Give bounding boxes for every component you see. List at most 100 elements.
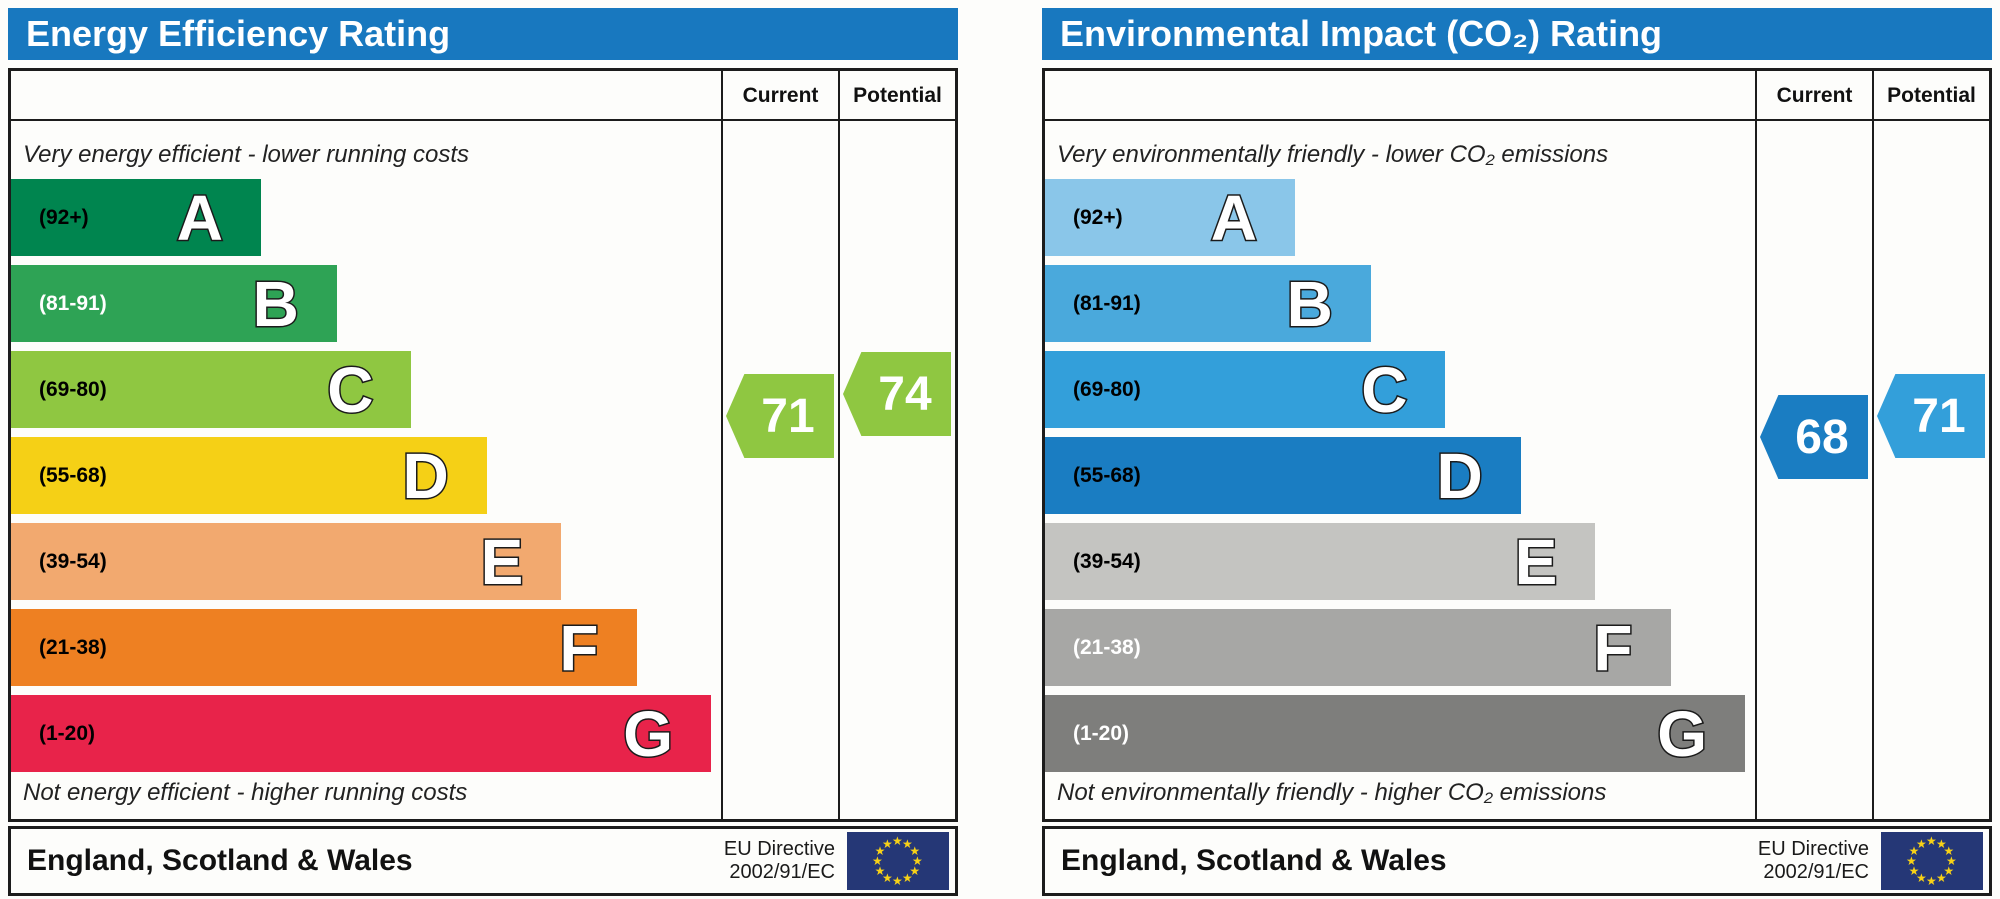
energy-efficiency-chart: Energy Efficiency Rating Current Potenti… xyxy=(8,0,958,899)
rating-bands: (92+) A (81-91) B (69-80) C (55-68) D (39-54) E (2… xyxy=(1045,179,1755,781)
eu-flag-star: ★ xyxy=(1926,874,1937,888)
band-grade-letter: A xyxy=(1209,181,1258,254)
potential-column-header: Potential xyxy=(1872,71,1989,119)
eu-flag-star: ★ xyxy=(1936,871,1947,886)
eu-flag-star: ★ xyxy=(1908,844,1920,858)
eu-flag-star: ★ xyxy=(882,871,893,886)
chart-footer: England, Scotland & Wales EU Directive 20… xyxy=(1042,826,1992,896)
rating-band-C: (69-80) C xyxy=(1045,351,1446,428)
potential-column-header: Potential xyxy=(838,71,955,119)
eu-flag-icon: ★ ★ ★ ★ ★ ★ ★ ★ ★ ★ ★ ★ xyxy=(1881,832,1983,890)
eu-directive-label: EU Directive 2002/91/EC xyxy=(1757,838,1869,883)
eu-flag-star: ★ xyxy=(874,844,886,858)
eu-flag-star: ★ xyxy=(909,844,921,858)
eu-flag-star: ★ xyxy=(1943,844,1955,858)
band-range-label: (1-20) xyxy=(1073,721,1130,745)
eu-flag-star: ★ xyxy=(1943,864,1955,878)
rating-band-A: (92+) A xyxy=(11,179,261,256)
header-spacer xyxy=(1045,71,1755,119)
rating-band-G: (1-20) G xyxy=(1045,695,1746,772)
top-note: Very energy efficient - lower running co… xyxy=(23,141,469,168)
eu-flag-star: ★ xyxy=(909,864,921,878)
band-range-label: (21-38) xyxy=(39,635,107,659)
band-grade-letter: A xyxy=(175,181,224,254)
band-grade-letter: C xyxy=(326,353,375,426)
rating-band-E: (39-54) E xyxy=(11,523,562,600)
eu-directive-label: EU Directive 2002/91/EC xyxy=(723,838,835,883)
rating-scale-cell: Very environmentally friendly - lower CO… xyxy=(1045,121,1755,820)
eu-flag-star: ★ xyxy=(892,834,903,848)
current-rating-column: 68 xyxy=(1755,121,1872,820)
band-range-label: (81-91) xyxy=(1073,291,1141,315)
potential-rating-column: 71 xyxy=(1872,121,1989,820)
rating-scale-cell: Very energy efficient - lower running co… xyxy=(11,121,721,820)
rating-band-D: (55-68) D xyxy=(1045,437,1521,514)
eu-flag-star: ★ xyxy=(902,836,913,851)
rating-band-G: (1-20) G xyxy=(11,695,712,772)
eu-flag-star: ★ xyxy=(912,854,923,868)
region-label: England, Scotland & Wales xyxy=(27,844,413,877)
rating-bands: (92+) A (81-91) B (69-80) C (55-68) D (39-54) E (2… xyxy=(11,179,721,781)
rating-band-F: (21-38) F xyxy=(1045,609,1671,686)
potential-rating-arrow: 74 xyxy=(843,352,951,436)
current-rating-arrow: 68 xyxy=(1760,395,1868,479)
band-range-label: (69-80) xyxy=(39,377,107,401)
bottom-note: Not energy efficient - higher running co… xyxy=(23,779,468,806)
eu-flag-star: ★ xyxy=(1908,864,1920,878)
region-label: England, Scotland & Wales xyxy=(1061,844,1447,877)
rating-band-C: (69-80) C xyxy=(11,351,412,428)
environmental-impact-table: Current Potential Very environmentally f… xyxy=(1042,68,1992,822)
band-grade-letter: F xyxy=(1592,611,1634,684)
eu-flag-star: ★ xyxy=(872,854,883,868)
band-grade-letter: G xyxy=(622,697,675,770)
eu-flag-star: ★ xyxy=(874,864,886,878)
environmental-impact-title: Environmental Impact (CO₂) Rating xyxy=(1042,8,1992,60)
column-header-row: Current Potential xyxy=(11,71,955,121)
band-grade-letter: B xyxy=(251,267,300,340)
header-spacer xyxy=(11,71,721,119)
eu-flag-star: ★ xyxy=(1916,836,1927,851)
rating-body: Very energy efficient - lower running co… xyxy=(11,121,955,820)
rating-band-A: (92+) A xyxy=(1045,179,1295,256)
band-range-label: (39-54) xyxy=(1073,549,1141,573)
chart-footer: England, Scotland & Wales EU Directive 20… xyxy=(8,826,958,896)
band-grade-letter: C xyxy=(1360,353,1409,426)
band-grade-letter: B xyxy=(1285,267,1334,340)
band-range-label: (39-54) xyxy=(39,549,107,573)
band-range-label: (69-80) xyxy=(1073,377,1141,401)
eu-flag-star: ★ xyxy=(1936,836,1947,851)
eu-flag-star: ★ xyxy=(1946,854,1957,868)
environmental-impact-chart: Environmental Impact (CO₂) Rating Curren… xyxy=(1042,0,1992,899)
energy-efficiency-table: Current Potential Very energy efficient … xyxy=(8,68,958,822)
rating-band-F: (21-38) F xyxy=(11,609,637,686)
band-range-label: (21-38) xyxy=(1073,635,1141,659)
current-column-header: Current xyxy=(1755,71,1872,119)
eu-flag-star: ★ xyxy=(1916,871,1927,886)
eu-flag-star: ★ xyxy=(1906,854,1917,868)
column-header-row: Current Potential xyxy=(1045,71,1989,121)
rating-band-B: (81-91) B xyxy=(11,265,337,342)
band-range-label: (1-20) xyxy=(39,721,96,745)
band-range-label: (92+) xyxy=(39,205,89,229)
band-grade-letter: E xyxy=(1513,525,1559,598)
current-column-header: Current xyxy=(721,71,838,119)
band-grade-letter: F xyxy=(558,611,600,684)
bottom-note: Not environmentally friendly - higher CO… xyxy=(1057,779,1607,806)
eu-flag-star: ★ xyxy=(892,874,903,888)
energy-efficiency-title: Energy Efficiency Rating xyxy=(8,8,958,60)
potential-rating-arrow: 71 xyxy=(1877,374,1985,458)
band-range-label: (55-68) xyxy=(39,463,107,487)
rating-body: Very environmentally friendly - lower CO… xyxy=(1045,121,1989,820)
band-range-label: (92+) xyxy=(1073,205,1123,229)
band-range-label: (81-91) xyxy=(39,291,107,315)
rating-band-B: (81-91) B xyxy=(1045,265,1371,342)
band-range-label: (55-68) xyxy=(1073,463,1141,487)
band-grade-letter: D xyxy=(1435,439,1484,512)
eu-flag-star: ★ xyxy=(882,836,893,851)
top-note: Very environmentally friendly - lower CO… xyxy=(1057,141,1609,168)
potential-rating-column: 74 xyxy=(838,121,955,820)
rating-band-E: (39-54) E xyxy=(1045,523,1596,600)
eu-flag-icon: ★ ★ ★ ★ ★ ★ ★ ★ ★ ★ ★ ★ xyxy=(847,832,949,890)
eu-flag-star: ★ xyxy=(1926,834,1937,848)
